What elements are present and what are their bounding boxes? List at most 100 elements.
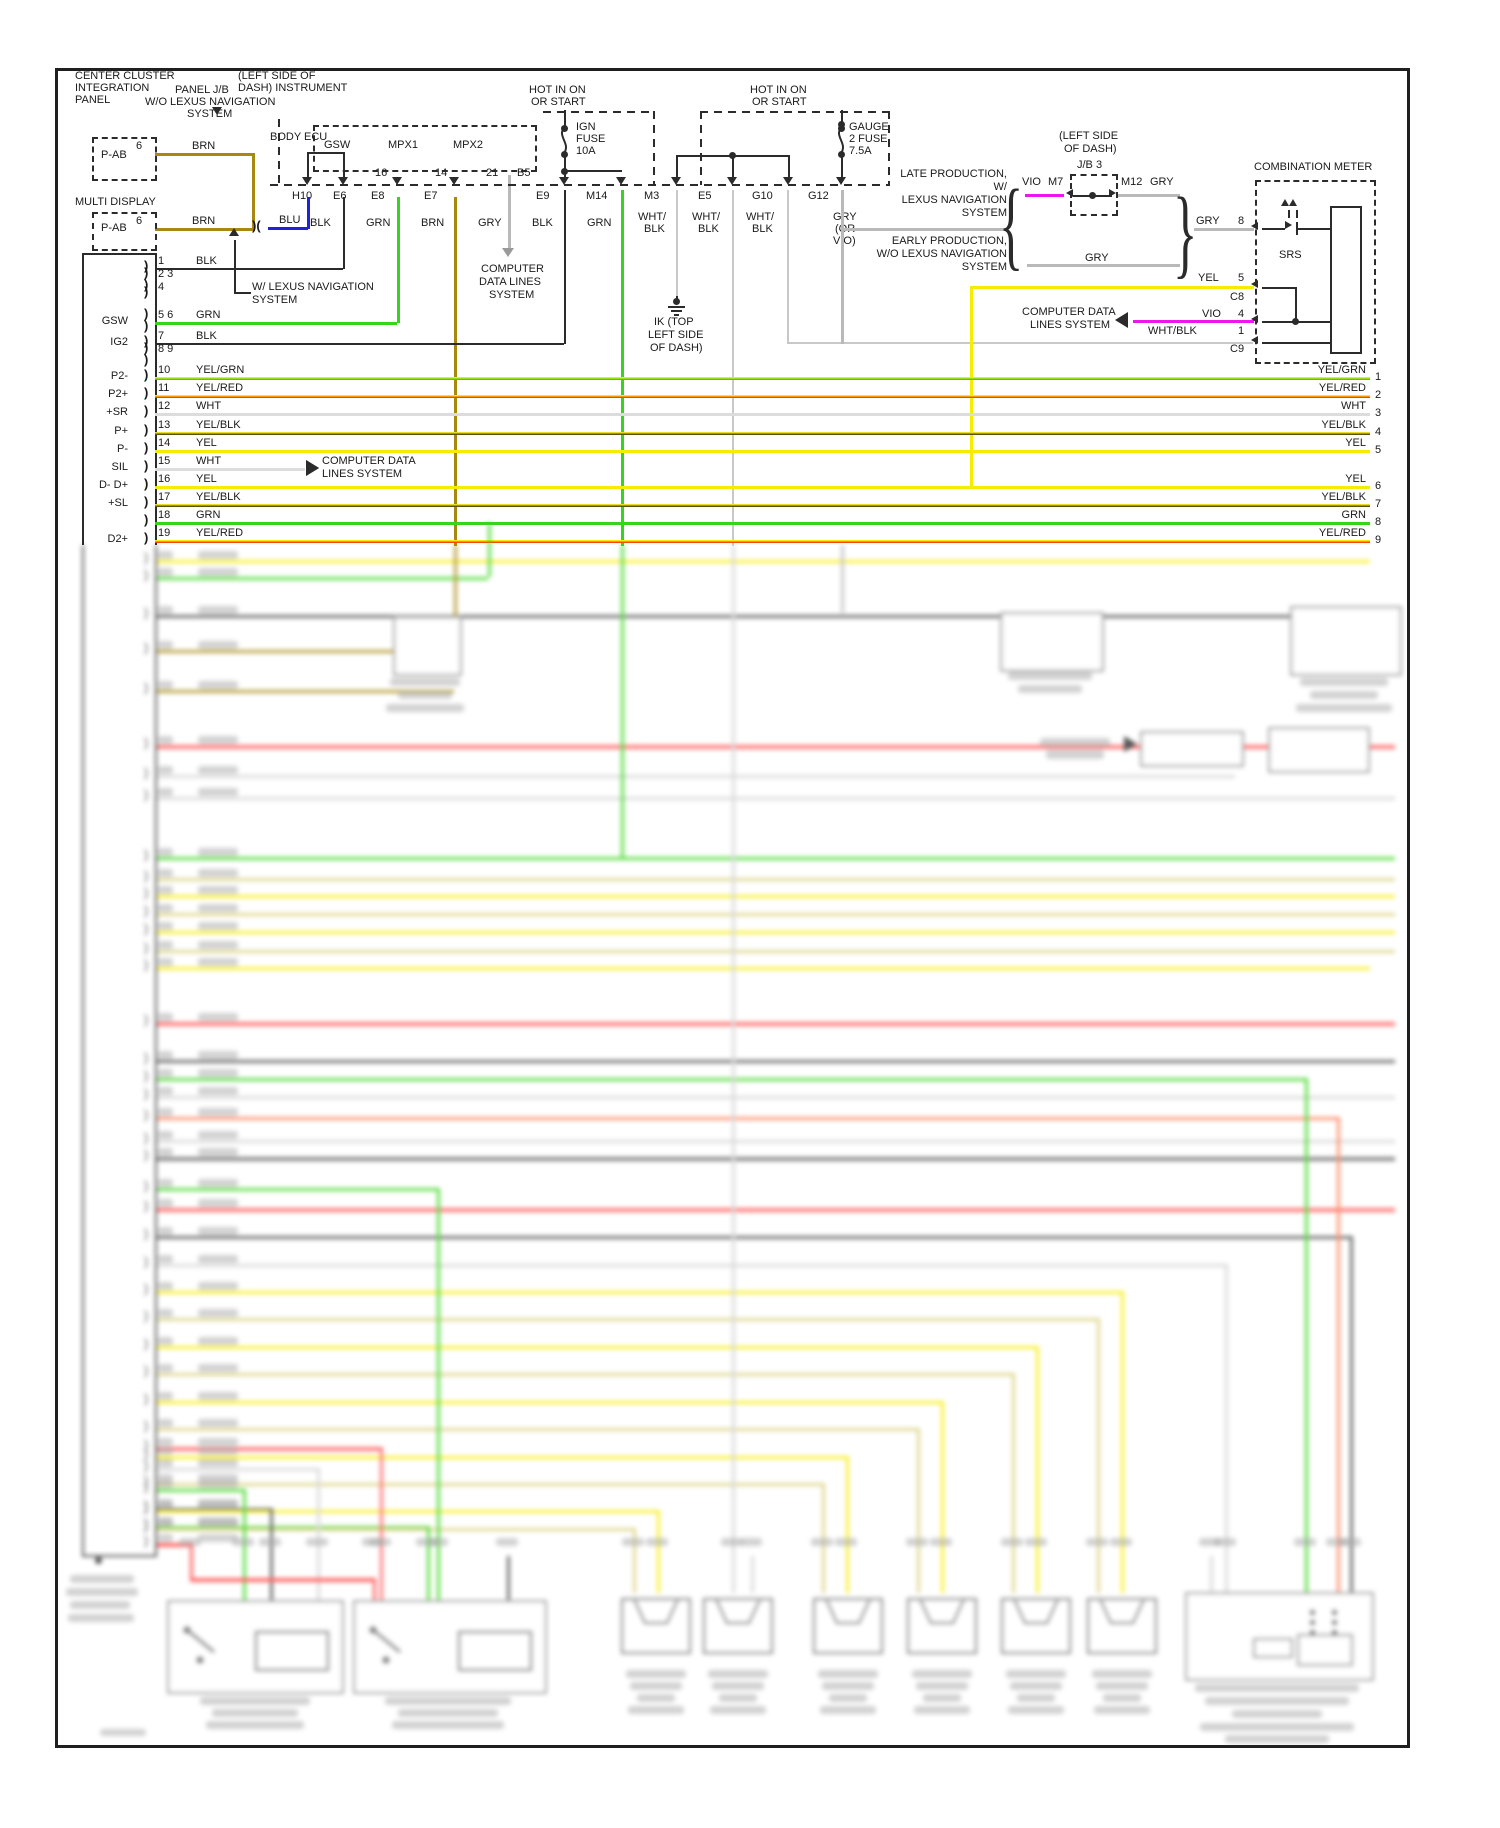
pin-arc-icon: ) [144,640,149,655]
dashed-boundary-line [700,111,702,185]
wire-h-155-1060 [155,1060,1395,1063]
junction-dot [1088,191,1096,199]
left-terminal-7: IG2 [110,336,128,348]
blurred-text-blob [158,1087,173,1095]
pin-number-7: 7 [158,330,165,342]
wire-color-row-12: WHT [196,400,222,412]
pin-arc-icon: ) [144,1178,149,1193]
dashed-component-box [313,125,537,172]
blurred-text-blob [1040,738,1110,747]
arrow-r-icon [1285,221,1292,229]
pin-number-2 3: 2 3 [158,268,174,280]
wire-v-454-197 [454,197,457,546]
pin-arc-icon: ) [144,940,149,955]
wire-v-380-1447 [380,1447,383,1600]
connector-m14: M14 [586,190,608,202]
pin-arc-icon: ) [144,458,149,473]
wire-color-m3-1: WHT/ [638,211,667,223]
ign-fuse-2: FUSE [576,133,606,145]
blurred-text-blob [158,1309,173,1317]
blurred-text-blob [1096,1682,1148,1690]
wire-color-row-16: YEL [196,473,217,485]
blurred-text-blob [158,1364,173,1372]
speaker-symbol-icon [812,1597,884,1655]
wire-h-155-1543 [155,1543,190,1547]
arrow-d-icon [727,177,737,185]
speaker-symbol-icon [702,1597,774,1655]
wire-v-751-1556 [751,1556,754,1593]
mpx2-datalines-2: DATA LINES [479,276,541,288]
connector-e7: E7 [424,190,438,202]
hot1-label-1: HOT IN ON [529,84,586,96]
meter-c9: C9 [1230,343,1245,355]
jb3-m7: M7 [1048,176,1064,188]
wire-h-155-1456 [155,1456,846,1459]
jb3-vio: VIO [1022,176,1041,188]
hot2-label-1: HOT IN ON [750,84,807,96]
pin-number-13: 13 [158,419,171,431]
wire-h-234-292 [234,292,251,294]
center-cluster-label-1: CENTER CLUSTER [75,70,175,82]
wire-v-437-1188 [437,1188,440,1600]
blurred-text-blob [158,1517,173,1525]
wire-color-g10-2: BLK [752,223,773,235]
blurred-text-blob [198,1148,238,1156]
blurred-text-blob [1092,1670,1152,1678]
blurred-text-blob [198,1309,238,1317]
wire-color-g12-3: VIO) [833,235,856,247]
wire-v-841-110 [841,110,843,126]
pin-arc-icon: ) [144,284,149,299]
wire-color-e5-2: BLK [698,223,719,235]
blurred-text-blob [158,1419,173,1427]
body-ecu-pin-mpx2: MPX2 [453,139,483,151]
blurred-text-blob [68,1614,134,1622]
blurred-text-blob [158,886,173,894]
arrow-l-icon [1066,189,1073,197]
pin-arc-icon: ) [144,1336,149,1351]
pin-arc-icon: ) [144,1518,149,1533]
blurred-text-blob [198,788,238,796]
wire-color-g12-1: GRY [833,211,857,223]
pin-arc-icon: ) [144,680,149,695]
amp-pin-dot [1310,1630,1315,1635]
wire-h-1118-194 [1118,194,1180,197]
wire-v-1305-1078 [1305,1078,1308,1592]
right-wire-color-17: YEL/BLK [1321,491,1366,503]
wire-v-917-1428 [917,1428,920,1593]
wire-color-row-17: YEL/BLK [196,491,241,503]
blurred-text-blob [916,1682,968,1690]
wire-h-668-306 [668,306,685,308]
dashed-component-box [92,212,157,251]
wire-h-155-1428 [155,1428,917,1431]
blurred-text-blob [198,941,238,949]
meter-pin4: 4 [1238,308,1245,320]
connector-box-edge [82,1555,157,1557]
pin-arc-icon: ) [144,512,149,527]
blurred-component-box [1140,731,1244,767]
blurred-text-blob [158,1051,173,1059]
pin-arc-icon: ) [144,422,149,437]
right-pin-number-14: 5 [1375,444,1382,456]
jb3-location-1: (LEFT SIDE [1059,130,1119,142]
wire-h-1194-228 [1194,228,1254,231]
late-production-4: SYSTEM [961,207,1007,219]
wire-v-1295-287 [1295,287,1297,323]
blurred-text-blob [198,1255,238,1263]
wire-h-1262-287 [1262,287,1296,289]
wire-h-155-895 [155,895,1395,898]
blurred-text-blob [1205,1697,1349,1705]
pin-number-16: 16 [158,473,171,485]
blurred-text-blob [158,681,173,689]
wire-row-1 [155,268,343,270]
gauge-fuse-3: 7.5A [849,145,872,157]
wire-v-1225-1264 [1225,1264,1228,1592]
blurred-text-blob [198,736,238,744]
blurred-component-box [1000,612,1104,672]
connector-e5: E5 [698,190,712,202]
pin-arc-icon: ) [144,277,149,292]
row15-datalines-2: LINES SYSTEM [322,468,403,480]
connector-g10: G10 [752,190,773,202]
instrument-panel-label-2: DASH) INSTRUMENT [238,82,348,94]
wire-h-671-310 [671,310,682,312]
